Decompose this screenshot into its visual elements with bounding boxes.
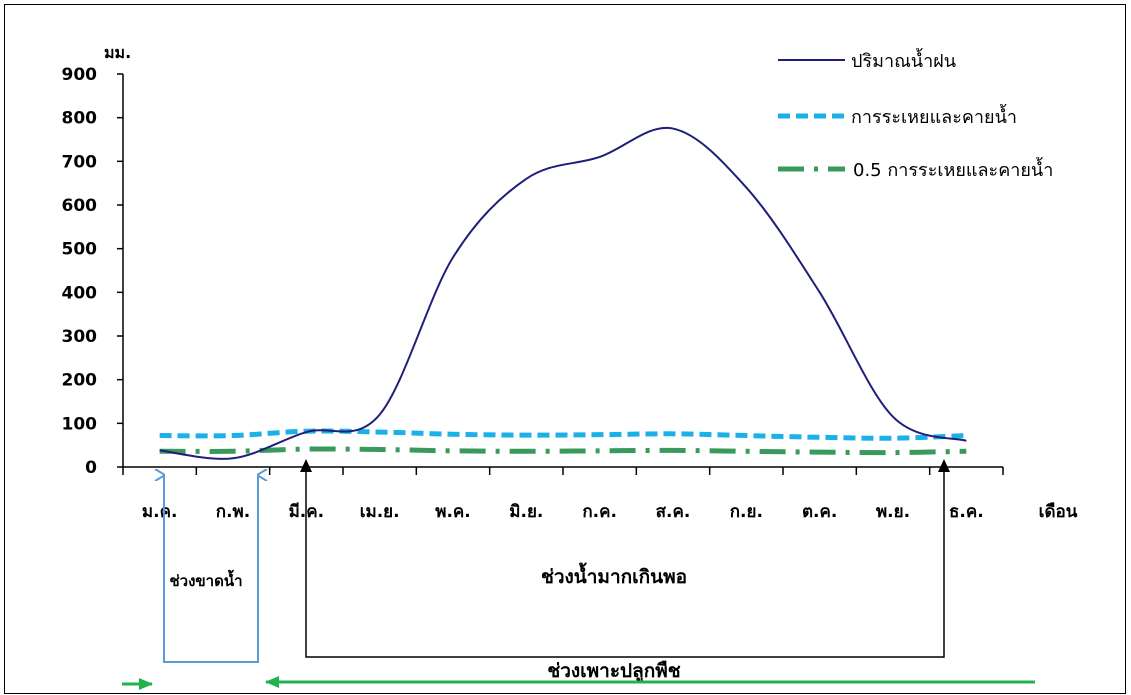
y-tick-label: 400 [62,283,98,303]
x-tick-label: มิ.ย. [509,502,543,522]
deficit-label: ช่วงขาดน้ำ [169,569,242,590]
series-line-1 [159,428,967,441]
y-tick-label: 700 [62,152,98,172]
series-line-2 [159,446,967,456]
growing-season-marker: ช่วงเพาะปลูกพืช [122,660,1035,690]
chart-frame [4,4,1126,694]
legend-label-et: การระเหยและคายน้ำ [851,104,1017,128]
x-tick-label: พ.ค. [435,502,471,522]
y-tick-label: 500 [62,240,98,260]
legend-label-half-et: 0.5 การระเหยและคายน้ำ [853,157,1053,181]
x-axis-ticks: ม.ค. ก.พ. มี.ค. เม.ย. พ.ค. มิ.ย. ก.ค. ส.ค. ก.ย. ต… [122,467,1004,522]
x-tick-label: ก.ย. [730,502,763,522]
surplus-period-marker: ช่วงน้ำมากเกินพอ [300,459,950,658]
deficit-bracket [164,475,258,663]
y-tick-label: 100 [62,414,98,434]
x-tick-label: ม.ค. [142,502,178,522]
x-tick-label: ต.ค. [802,502,837,522]
series-layer [159,126,967,460]
surplus-label: ช่วงน้ำมากเกินพอ [541,562,687,588]
axes [122,74,1003,468]
legend: ปริมาณน้ำฝน การระเหยและคายน้ำ 0.5 การระเ… [778,48,1053,181]
growing-season-label: ช่วงเพาะปลูกพืช [547,660,680,683]
y-tick-label: 800 [62,109,98,129]
x-tick-label: พ.ย. [876,502,910,522]
y-tick-label: 200 [62,371,98,391]
deficit-period-marker: ช่วงขาดน้ำ [164,475,258,663]
y-axis-unit-label: มม. [104,43,131,62]
surplus-arrow-left [300,459,312,472]
x-tick-label: เม.ย. [360,502,400,522]
y-tick-label: 900 [62,65,98,85]
y-tick-label: 300 [62,327,98,347]
y-axis-ticks: 0 100 200 300 400 500 600 700 800 900 [62,65,123,478]
y-tick-label: 600 [62,196,98,216]
surplus-bracket [305,462,945,658]
x-tick-label: ธ.ค. [949,502,984,522]
x-axis-label: เดือน [1039,501,1078,522]
series-line-0 [159,126,967,460]
x-tick-label: ส.ค. [656,502,691,522]
y-tick-label: 0 [85,458,97,478]
surplus-arrow-right [938,459,950,472]
x-tick-label: ก.พ. [216,502,250,522]
x-tick-label: ก.ค. [582,502,617,522]
legend-label-rainfall: ปริมาณน้ำฝน [851,48,956,72]
